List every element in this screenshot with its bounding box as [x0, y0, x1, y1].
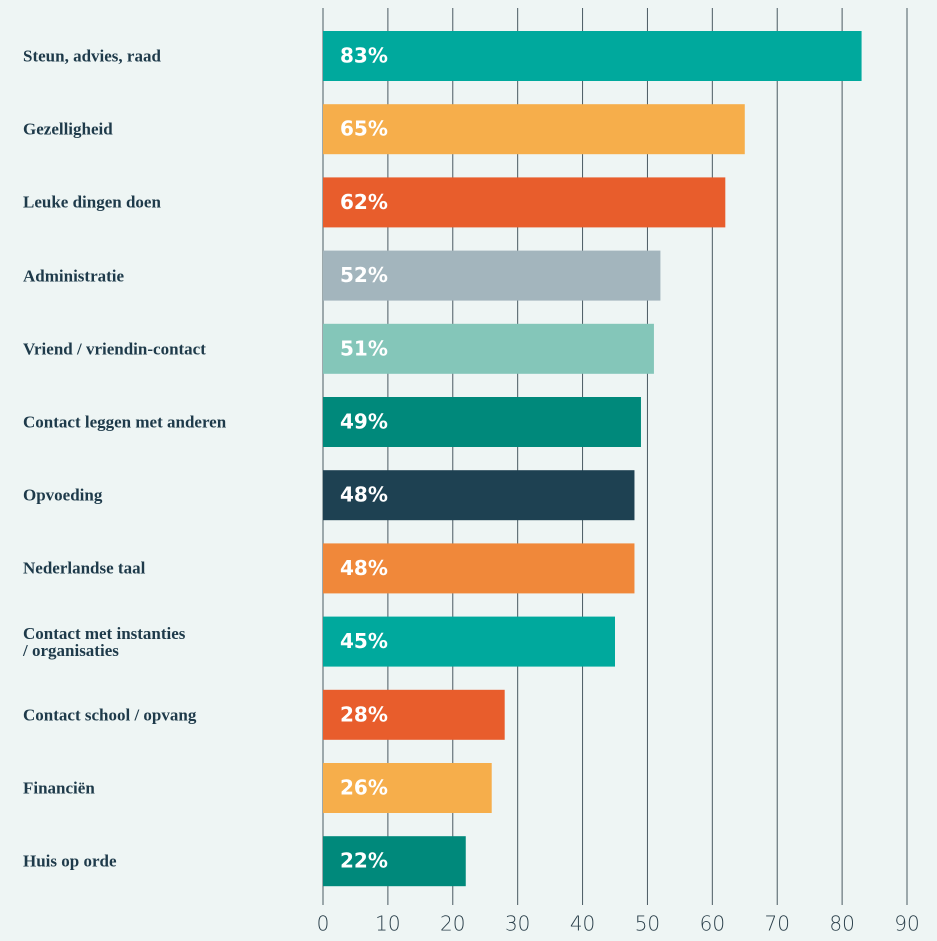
value-label: 49%: [340, 410, 388, 434]
x-tick-label: 20: [440, 912, 465, 936]
value-label: 26%: [340, 776, 388, 800]
bar: [323, 104, 745, 155]
x-tick-label: 50: [635, 912, 660, 936]
x-tick-label: 30: [505, 912, 530, 936]
bar: [323, 397, 641, 447]
x-tick-label: 60: [700, 912, 725, 936]
x-tick-label: 0: [317, 912, 330, 936]
value-label: 48%: [340, 483, 388, 507]
x-tick-label: 70: [764, 912, 789, 936]
category-label: Administratie: [23, 266, 125, 286]
bar: [323, 616, 615, 667]
x-tick-label: 90: [894, 912, 919, 936]
x-tick-label: 80: [829, 912, 854, 936]
value-label: 22%: [340, 849, 388, 873]
category-label: Nederlandse taal: [23, 558, 146, 578]
x-tick-label: 40: [570, 912, 595, 936]
bar: [323, 250, 661, 301]
category-label: Contact leggen met anderen: [23, 412, 227, 432]
value-label: 48%: [340, 556, 388, 580]
category-label: Opvoeding: [23, 485, 103, 505]
bar: [323, 689, 505, 740]
category-label: Huis op orde: [23, 851, 117, 871]
value-label: 65%: [340, 117, 388, 141]
bar: [323, 31, 862, 81]
category-label: Contact school / opvang: [23, 705, 197, 725]
bar: [323, 323, 654, 374]
category-label: Contact met instanties / organisaties: [23, 623, 186, 660]
value-label: 62%: [340, 190, 388, 214]
bar: [323, 543, 635, 594]
bar: [323, 470, 635, 521]
value-label: 52%: [340, 263, 388, 287]
category-label: Gezelligheid: [23, 119, 113, 139]
value-label: 83%: [340, 44, 388, 68]
value-label: 51%: [340, 336, 388, 360]
x-tick-label: 10: [375, 912, 400, 936]
bar: [323, 836, 466, 887]
value-label: 28%: [340, 702, 388, 726]
category-label: Leuke dingen doen: [23, 192, 161, 212]
category-label: Steun, advies, raad: [23, 46, 161, 66]
value-label: 45%: [340, 629, 388, 653]
category-label: Vriend / vriendin-contact: [23, 339, 206, 359]
category-label: Financiën: [23, 778, 95, 798]
bar: [323, 763, 492, 813]
bar: [323, 177, 726, 228]
